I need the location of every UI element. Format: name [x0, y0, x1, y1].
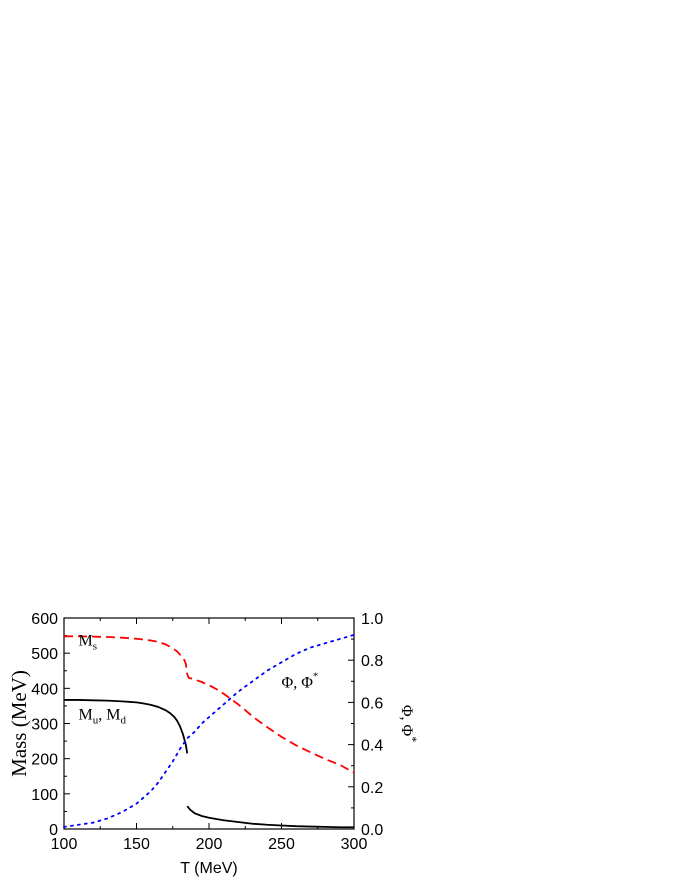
y-left-tick-label: 400 [31, 681, 58, 698]
tick-labels: 100 150 200 250 30001002003004005006000.00.2… [31, 611, 383, 853]
y-left-axis-title: Mass (MeV) [7, 670, 31, 777]
y-left-tick-label: 0 [49, 822, 58, 839]
x-tick-label: 250 [268, 836, 295, 853]
y-right-axis-title: Φ, Φ* [398, 705, 420, 742]
y-right-tick-label: 0.2 [361, 780, 383, 797]
x-axis-title: T (MeV) [180, 860, 237, 877]
curve-annotation: Φ, Φ* [282, 671, 319, 692]
series-solid-line [186, 805, 354, 829]
y-left-tick-label: 600 [31, 611, 58, 628]
series-layer [63, 633, 355, 829]
y-right-tick-label: 1.0 [361, 611, 383, 628]
y-right-tick-label: 0.4 [361, 738, 383, 755]
x-tick-label: 150 [123, 836, 150, 853]
x-tick-label: 100 [51, 836, 78, 853]
axis-ticks [63, 617, 355, 830]
x-tick-label: 200 [196, 836, 223, 853]
annotations: Ms Mu, Md Φ, Φ* [79, 632, 319, 726]
y-left-tick-label: 100 [31, 787, 58, 804]
y-right-tick-label: 0.0 [361, 822, 383, 839]
plot-frame [63, 617, 355, 830]
curve-annotation: Mu, Md [79, 706, 127, 726]
curve-annotation: Ms [79, 632, 98, 652]
series-solid-line [64, 699, 189, 754]
y-left-tick-label: 300 [31, 717, 58, 734]
y-left-tick-label: 200 [31, 752, 58, 769]
y-right-tick-label: 0.8 [361, 653, 383, 670]
series-dashed-line [64, 635, 355, 774]
series-dotted-line [63, 633, 355, 828]
y-right-tick-label: 0.6 [361, 695, 383, 712]
x-tick-label: 300 [341, 836, 368, 853]
y-left-tick-label: 500 [31, 646, 58, 663]
